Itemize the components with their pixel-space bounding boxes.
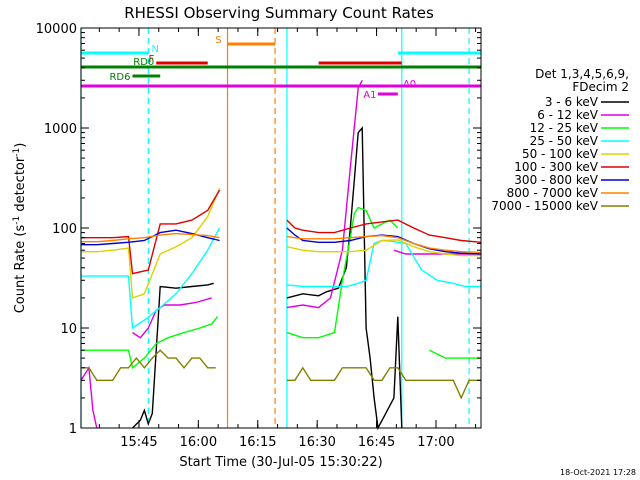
x-tick-label: 16:45	[358, 435, 395, 450]
plot-frame	[80, 27, 482, 429]
legend-entry-label: 7000 - 15000 keV	[491, 199, 598, 213]
x-axis-label: Start Time (30-Jul-05 15:30:22)	[179, 455, 382, 470]
flag-label-rd0: RD0	[133, 57, 154, 68]
footer-date: 18-Oct-2021 17:28	[560, 468, 636, 477]
flag-label-a0: A0	[403, 79, 416, 90]
y-axis-label-end: )	[13, 143, 28, 148]
series-line-5	[81, 187, 481, 299]
flag-label-s: S	[215, 35, 221, 46]
y-tick-label: 1	[69, 422, 77, 437]
legend-entry-label: 100 - 300 keV	[514, 160, 598, 174]
legend-entry-label: 25 - 50 keV	[530, 134, 599, 148]
chart-title: RHESSI Observing Summary Count Rates	[124, 4, 434, 22]
y-axis-label-mid: detector	[13, 156, 28, 216]
series-line-6	[81, 189, 482, 275]
y-axis-label-sup2: -1	[12, 148, 22, 157]
series-line-4	[81, 227, 481, 330]
x-tick-label: 15:45	[120, 435, 157, 450]
series-line-2	[80, 79, 481, 429]
legend-entry-label: 800 - 7000 keV	[507, 186, 599, 200]
x-axis-ticks: 15:45 16:00 16:15 16:30 16:45 17:00	[98, 28, 477, 450]
series-line-9	[81, 349, 481, 400]
flag-label-f: F	[149, 54, 155, 65]
legend-entry-label: 3 - 6 keV	[545, 95, 599, 109]
legend-entry-label: 50 - 100 keV	[522, 147, 599, 161]
legend-entry-label: 12 - 25 keV	[530, 121, 599, 135]
legend-detector-line2: FDecim 2	[572, 80, 629, 94]
legend-detector-line1: Det 1,3,4,5,6,9,	[535, 67, 629, 81]
y-tick-label: 10	[60, 322, 77, 337]
flag-label-n: N	[151, 44, 158, 55]
y-axis-label-main: Count Rate (s	[13, 225, 28, 314]
y-tick-label: 10000	[36, 22, 77, 37]
x-tick-label: 17:00	[417, 435, 454, 450]
y-axis-ticks: 1 10 100 1000 10000	[36, 22, 481, 437]
x-tick-label: 16:30	[298, 435, 335, 450]
series-line-3	[81, 206, 481, 370]
flag-label-rd6: RD6	[109, 72, 130, 83]
series-line-1	[132, 126, 403, 431]
legend-entry-label: 6 - 12 keV	[537, 108, 599, 122]
y-axis-label: Count Rate (s-1 detector-1)	[12, 143, 28, 314]
y-tick-label: 100	[52, 222, 77, 237]
legend-entry-label: 300 - 800 keV	[514, 173, 598, 187]
x-tick-label: 16:15	[239, 435, 276, 450]
series-line-8	[81, 232, 482, 254]
y-axis-label-sup1: -1	[12, 216, 22, 225]
x-tick-label: 16:00	[180, 435, 217, 450]
flag-label-a1: A1	[363, 90, 376, 101]
y-tick-label: 1000	[44, 122, 77, 137]
